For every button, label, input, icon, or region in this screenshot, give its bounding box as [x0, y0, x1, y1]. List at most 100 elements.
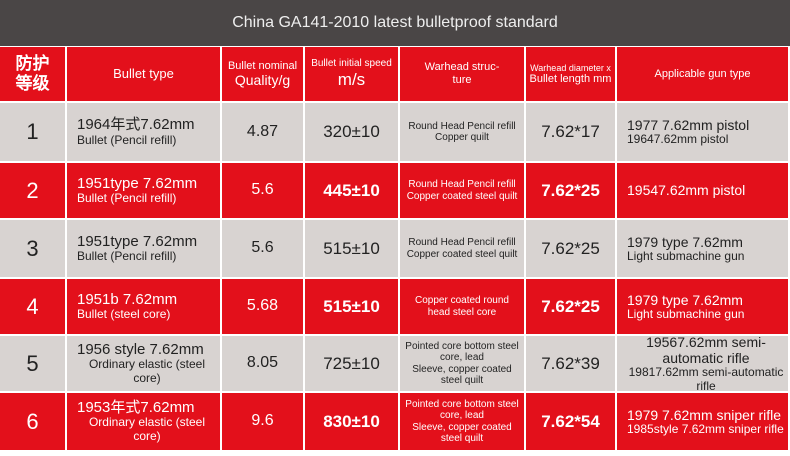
header-cell: Applicable gun type [617, 47, 788, 101]
table-cell: 19547.62mm pistol [617, 163, 788, 218]
cell-line: Bullet length mm [529, 72, 612, 85]
cell-line: Bullet nominal [227, 59, 298, 72]
cell-line: 6 [26, 408, 39, 434]
cell-line: 515±10 [323, 238, 380, 258]
table-cell: 1979 type 7.62mm Light submachine gun [617, 279, 788, 334]
table-cell: 515±10 [305, 220, 398, 277]
cell-line: Pointed core bottom steel core, lead [405, 398, 519, 422]
cell-line: 9.6 [251, 412, 274, 430]
cell-line: 515±10 [323, 296, 380, 316]
cell-line: 1979 type 7.62mm [627, 291, 743, 308]
cell-line: Round Head Pencil refill [408, 179, 516, 190]
cell-line: 725±10 [323, 353, 380, 373]
table-cell: 7.62*25 [526, 220, 615, 277]
cell-line: 1 [26, 119, 39, 145]
cell-line: 8.05 [246, 354, 279, 372]
cell-line: 5.6 [251, 181, 274, 199]
cell-line: 1951b 7.62mm [77, 290, 178, 308]
cell-line: 4.87 [246, 122, 279, 140]
table-cell: 4.87 [222, 103, 303, 161]
header-cell: Bullet nominal Quality/g [222, 47, 303, 101]
cell-line: 19547.62mm pistol [627, 182, 746, 199]
table-cell: Round Head Pencil refill Copper coated st… [400, 220, 524, 277]
cell-line: 445±10 [323, 180, 380, 200]
table-cell: 1977 7.62mm pistol 19647.62mm pistol [617, 103, 788, 161]
cell-line: 等级 [15, 74, 50, 93]
table-cell: 7.62*25 [526, 163, 615, 218]
cell-line: 19817.62mm semi-automatic rifle [628, 364, 784, 391]
table-cell: 1951b 7.62mm Bullet (steel core) [67, 279, 220, 334]
cell-line: 5.6 [251, 239, 274, 257]
table-cell: 7.62*54 [526, 393, 615, 450]
cell-line: ture [452, 74, 472, 86]
cell-line: Bullet initial speed [311, 58, 392, 70]
cell-line: Copper coated steel quilt [406, 248, 518, 260]
table-cell: 9.6 [222, 393, 303, 450]
cell-line: 7.62*39 [541, 353, 600, 373]
cell-line: Applicable gun type [654, 67, 751, 80]
table-cell: 7.62*17 [526, 103, 615, 161]
header-cell: Bullet initial speed m/s [305, 47, 398, 101]
cell-line: 4 [26, 293, 39, 319]
table-cell: 19567.62mm semi-automatic rifle 19817.62m… [617, 336, 788, 391]
cell-line: Bullet (Pencil refill) [77, 132, 177, 147]
header-cell: Bullet type [67, 47, 220, 101]
header-cell: Warhead diameter x Bullet length mm [526, 47, 615, 101]
table-cell: 6 [0, 393, 65, 450]
cell-line: Sleeve, copper coated steel quilt [412, 363, 512, 387]
cell-line: Round Head Pencil refill [408, 120, 516, 132]
cell-line: Warhead struc- [424, 61, 500, 74]
cell-line: 防护 [15, 54, 50, 74]
cell-line: Round Head Pencil refill [408, 237, 516, 248]
cell-line: 1979 type 7.62mm [627, 233, 743, 250]
cell-line: 1977 7.62mm pistol [627, 117, 750, 134]
table-cell: 445±10 [305, 163, 398, 218]
cell-line: 7.62*25 [541, 296, 600, 316]
table-cell: 1956 style 7.62mm Ordinary elastic (steel… [67, 336, 220, 391]
table-cell: 1 [0, 103, 65, 161]
cell-line: 830±10 [323, 411, 380, 431]
cell-line: 5.68 [246, 297, 279, 315]
header-cell: Warhead struc-ture [400, 47, 524, 101]
cell-line: 19567.62mm semi-automatic rifle [646, 336, 766, 366]
cell-line: 5 [26, 350, 39, 376]
cell-line: Bullet (Pencil refill) [77, 249, 177, 264]
table-cell: 1979 type 7.62mm Light submachine gun [617, 220, 788, 277]
table-cell: Copper coated round head steel core [400, 279, 524, 334]
cell-line: Ordinary elastic (steel core) [88, 357, 206, 386]
table-cell: Round Head Pencil refill Copper coated st… [400, 163, 524, 218]
table-cell: 5 [0, 336, 65, 391]
cell-line: Copper coated round head steel core [415, 295, 509, 318]
cell-line: Light submachine gun [627, 306, 745, 321]
cell-line: 19647.62mm pistol [627, 132, 729, 147]
cell-line: Ordinary elastic (steel core) [88, 415, 206, 444]
cell-line: 1951type 7.62mm [77, 174, 198, 192]
table-cell: Pointed core bottom steel core, lead Slee… [400, 393, 524, 450]
table-cell: 1979 7.62mm sniper rifle 1985style 7.62mm… [617, 393, 788, 450]
cell-line: Copper coated steel quilt [406, 190, 518, 202]
table-cell: 725±10 [305, 336, 398, 391]
table-cell: 5.6 [222, 163, 303, 218]
cell-line: Warhead diameter x [530, 62, 611, 73]
cell-line: 3 [26, 235, 39, 261]
cell-line: 7.62*17 [541, 122, 600, 142]
cell-line: Sleeve, copper coated steel quilt [412, 421, 512, 445]
table-cell: 7.62*25 [526, 279, 615, 334]
cell-line: 1951type 7.62mm [77, 232, 198, 250]
table-cell: Pointed core bottom steel core, lead Slee… [400, 336, 524, 391]
cell-line: 1964年式7.62mm [77, 116, 195, 134]
table-cell: Round Head Pencil refill Copper quilt [400, 103, 524, 161]
table-cell: 5.6 [222, 220, 303, 277]
table-cell: 3 [0, 220, 65, 277]
cell-line: 7.62*25 [541, 180, 600, 200]
cell-line: Bullet type [113, 65, 174, 81]
header-cell: 防护 等级 [0, 47, 65, 101]
cell-line: 7.62*25 [541, 238, 600, 258]
table-cell: 1953年式7.62mm Ordinary elastic (steel core… [67, 393, 220, 450]
cell-line: Bullet (steel core) [77, 307, 171, 322]
table-cell: 4 [0, 279, 65, 334]
cell-line: m/s [337, 69, 366, 89]
cell-line: 1956 style 7.62mm [77, 341, 204, 359]
cell-line: 1985style 7.62mm sniper rifle [627, 421, 784, 436]
